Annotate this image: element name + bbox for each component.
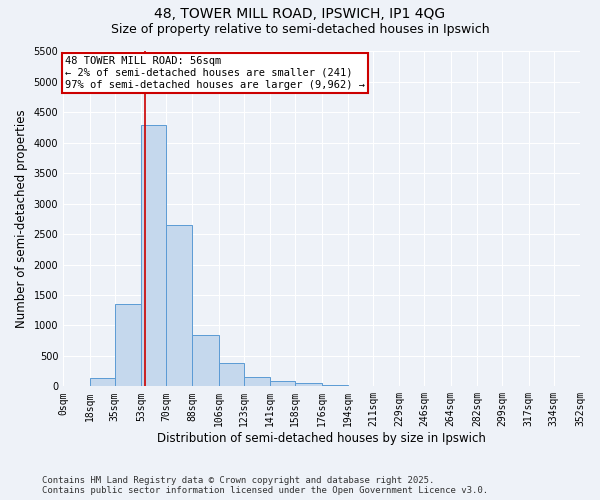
Bar xyxy=(141,124,166,386)
Text: 48, TOWER MILL ROAD, IPSWICH, IP1 4QG: 48, TOWER MILL ROAD, IPSWICH, IP1 4QG xyxy=(154,8,446,22)
X-axis label: Distribution of semi-detached houses by size in Ipswich: Distribution of semi-detached houses by … xyxy=(157,432,486,445)
Bar xyxy=(89,378,115,386)
Bar xyxy=(193,334,219,386)
Y-axis label: Number of semi-detached properties: Number of semi-detached properties xyxy=(15,110,28,328)
Text: Size of property relative to semi-detached houses in Ipswich: Size of property relative to semi-detach… xyxy=(110,22,490,36)
Text: 48 TOWER MILL ROAD: 56sqm
← 2% of semi-detached houses are smaller (241)
97% of : 48 TOWER MILL ROAD: 56sqm ← 2% of semi-d… xyxy=(65,56,365,90)
Bar xyxy=(295,383,322,386)
Bar xyxy=(166,225,193,386)
Bar xyxy=(270,381,295,386)
Bar xyxy=(322,385,348,386)
Bar xyxy=(244,377,270,386)
Bar xyxy=(115,304,141,386)
Bar xyxy=(219,362,244,386)
Text: Contains HM Land Registry data © Crown copyright and database right 2025.
Contai: Contains HM Land Registry data © Crown c… xyxy=(42,476,488,495)
